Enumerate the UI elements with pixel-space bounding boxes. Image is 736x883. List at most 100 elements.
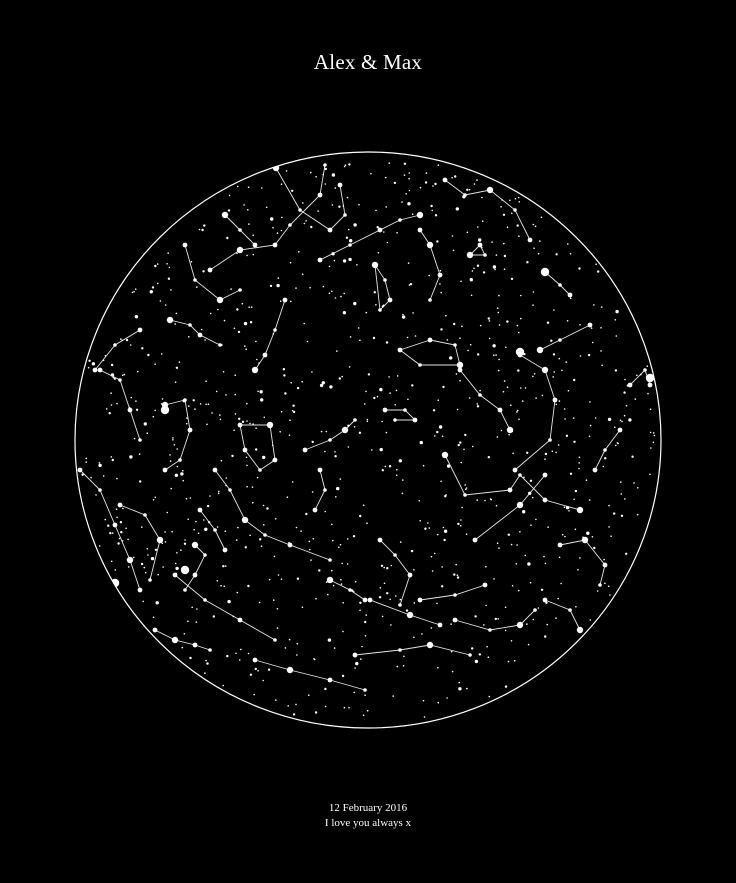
star [236, 185, 239, 188]
star [503, 268, 506, 270]
star [238, 423, 242, 427]
star [498, 547, 500, 549]
star [514, 198, 517, 200]
star [365, 614, 368, 616]
star [493, 578, 495, 580]
star [142, 600, 144, 603]
star [167, 277, 171, 280]
star [140, 562, 144, 566]
star [383, 582, 386, 585]
star [510, 277, 514, 281]
star [249, 534, 251, 537]
star [633, 482, 635, 484]
star [120, 338, 122, 340]
star [246, 402, 248, 405]
star [252, 242, 258, 248]
star [476, 403, 479, 405]
star [455, 373, 458, 375]
star [222, 565, 225, 568]
star [298, 208, 302, 212]
star [237, 526, 239, 529]
star [117, 542, 120, 545]
star [338, 377, 341, 380]
star [469, 343, 472, 346]
star [467, 349, 469, 352]
star [354, 655, 357, 658]
star [171, 636, 179, 644]
star [98, 462, 101, 464]
star [506, 226, 509, 228]
star [442, 177, 448, 183]
star [619, 419, 622, 422]
star [331, 290, 333, 293]
star [365, 311, 368, 314]
star [110, 456, 113, 458]
star [516, 411, 518, 413]
star [328, 558, 332, 562]
star [178, 458, 182, 462]
star [169, 454, 171, 456]
star [197, 532, 200, 535]
star [341, 375, 344, 378]
star [517, 369, 520, 372]
star [203, 553, 207, 557]
star [496, 436, 499, 438]
poster-date: 12 February 2016 [328, 802, 408, 814]
star [102, 475, 105, 477]
star [446, 464, 451, 468]
star [286, 496, 289, 499]
star [107, 524, 110, 527]
star [600, 350, 602, 352]
star [237, 330, 241, 334]
star [596, 590, 599, 592]
star [296, 654, 298, 656]
star [159, 538, 161, 541]
star [418, 363, 422, 367]
star [252, 501, 254, 504]
star [453, 573, 456, 576]
star [325, 430, 328, 433]
star [223, 585, 225, 587]
constellation-line [594, 429, 621, 471]
star [434, 182, 437, 186]
star [280, 183, 283, 185]
star [437, 622, 443, 628]
star [224, 565, 227, 567]
star [567, 390, 570, 392]
star [634, 398, 637, 400]
star [262, 504, 265, 507]
star [222, 371, 225, 373]
star [283, 374, 286, 377]
star [325, 581, 328, 583]
star [174, 323, 176, 325]
star [600, 327, 602, 329]
star [164, 531, 166, 533]
star [476, 264, 480, 267]
star [342, 259, 347, 263]
star [176, 448, 178, 450]
star [604, 457, 607, 460]
star [459, 524, 462, 527]
star [360, 658, 362, 660]
star [249, 673, 253, 676]
star [164, 304, 167, 306]
star [576, 626, 584, 634]
bright-star [180, 565, 190, 575]
star [134, 288, 137, 290]
star [432, 409, 436, 412]
star [411, 213, 414, 215]
star [168, 266, 171, 269]
footer: 12 February 2016 I love you always x [0, 801, 736, 831]
star [459, 441, 462, 444]
star [482, 582, 488, 588]
star [288, 223, 292, 227]
star-map [73, 150, 663, 730]
star [166, 316, 174, 324]
star [557, 597, 559, 600]
star [344, 164, 347, 166]
star [381, 469, 384, 472]
star [301, 606, 304, 609]
star [567, 243, 569, 245]
star [249, 321, 253, 324]
star [526, 623, 528, 625]
